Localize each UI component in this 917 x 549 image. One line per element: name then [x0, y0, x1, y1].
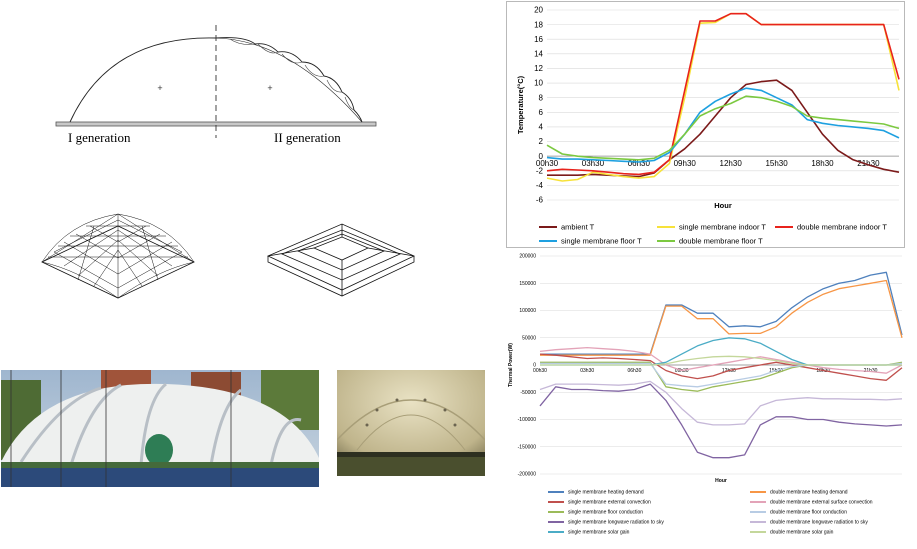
cable-arcs — [229, 38, 355, 111]
legend-label-single-membrane-longwave-radiation-to-sky: single membrane longwave radiation to sk… — [568, 520, 664, 526]
arch-generation-2-chord — [215, 37, 363, 123]
dome-layered-svg — [267, 223, 415, 297]
y-tick-label: 0 — [539, 152, 544, 161]
y-tick-label: 14 — [534, 50, 543, 59]
legend-label-double-membrane-indoor-t: double membrane indoor T — [797, 223, 887, 232]
legend-label-single-membrane-external-convection: single membrane external convection — [568, 500, 651, 506]
photo-dome-interior — [337, 370, 485, 476]
dome-wireframe-layered — [262, 212, 422, 302]
legend-label-double-membrane-floor-t: double membrane floor T — [679, 237, 763, 246]
x-tick-label: 09h30 — [674, 159, 697, 168]
series-line-double-membrane-heating-demand — [540, 279, 903, 356]
y-tick-label: 20 — [534, 6, 543, 15]
x-tick-label: 06h30 — [628, 159, 651, 168]
temperature-chart-frame: -6 -4 -2 0 2 4 6 8 10 12 14 16 18 20 00h30 03h30 06h30 09… — [506, 1, 905, 248]
y-tick-label: -4 — [536, 181, 544, 190]
y-tick-label: -200000 — [518, 472, 537, 478]
legend-label-single-membrane-floor-conduction: single membrane floor conduction — [568, 510, 643, 516]
series-line-double-membrane-solar-gain — [540, 355, 902, 366]
y-tick-label: 4 — [539, 123, 544, 132]
x-tick-label: 03h30 — [582, 159, 605, 168]
legend-label-single-membrane-solar-gain: single membrane solar gain — [568, 530, 630, 536]
y-tick-label: 50000 — [522, 335, 536, 341]
center-mark-right: + — [267, 83, 272, 93]
series-line-single-membrane-longwave-radiation-to-sky — [539, 383, 903, 459]
legend-label-double-membrane-floor-conduction: double membrane floor conduction — [770, 510, 847, 516]
x-tick-label: 12h30 — [720, 159, 743, 168]
x-tick-label: 18h30 — [811, 159, 834, 168]
y-tick-label: 200000 — [519, 254, 536, 260]
x-tick-label: 03h30 — [580, 368, 594, 374]
series-line-single-membrane-heating-demand — [540, 271, 903, 355]
legend-label-double-membrane-longwave-radiation-to-sky: double membrane longwave radiation to sk… — [770, 520, 868, 526]
y-tick-label: -2 — [536, 166, 544, 175]
series-line-double-membrane-longwave-radiation-to-sky — [539, 380, 903, 426]
y-tick-label: 100000 — [519, 308, 536, 314]
y-tick-label: 150000 — [519, 281, 536, 287]
power-chart-svg: -200000 -150000 -100000 -50000 0 50000 100000 1… — [508, 254, 903, 536]
x-tick-label: 06h30 — [627, 368, 641, 374]
temperature-chart-svg: -6 -4 -2 0 2 4 6 8 10 12 14 16 18 20 00h30 03h30 06h30 09… — [516, 6, 900, 246]
series-line-single-membrane-external-convection — [539, 353, 903, 381]
y-tick-label: -6 — [536, 196, 544, 205]
label-generation-2: II generation — [274, 130, 341, 145]
y-tick-label: -100000 — [518, 417, 537, 423]
series-line-double-membrane-floor-t — [546, 95, 900, 161]
x-tick-label: 21h30 — [857, 159, 880, 168]
series-line-single-membrane-floor-t — [546, 87, 900, 163]
y-tick-label: 0 — [533, 363, 536, 369]
legend-label-double-membrane-external-surface-convection: double membrane external surface convect… — [770, 500, 873, 506]
arch-generation-2 — [215, 37, 363, 123]
dome-section-svg: + + — [55, 25, 377, 138]
photo-dome-exterior-svg — [1, 370, 319, 487]
power-chart-frame: -200000 -150000 -100000 -50000 0 50000 100000 1… — [506, 252, 911, 544]
x-tick-label: 00h30 — [536, 159, 559, 168]
y-axis-label: Thermal Power(W) — [508, 343, 514, 387]
series-line-double-membrane-external-surface-convection — [539, 346, 903, 374]
legend-label-single-membrane-floor-t: single membrane floor T — [561, 237, 642, 246]
x-tick-label: 15h30 — [765, 159, 788, 168]
series-line-single-membrane-solar-gain — [540, 337, 902, 366]
y-tick-label: 18 — [534, 20, 543, 29]
legend-label-single-membrane-indoor-t: single membrane indoor T — [679, 223, 766, 232]
legend-label-double-membrane-solar-gain: double membrane solar gain — [770, 530, 834, 536]
photo-dome-exterior — [1, 370, 319, 487]
y-tick-label: -50000 — [520, 390, 536, 396]
dome-section-diagram: + + — [40, 20, 390, 150]
dome-lattice-svg — [41, 213, 195, 299]
arch-generation-1 — [69, 37, 217, 123]
legend-label-single-membrane-heating-demand: single membrane heating demand — [568, 490, 644, 496]
y-tick-label: 12 — [534, 64, 543, 73]
center-mark-left: + — [157, 83, 162, 93]
x-axis-label: Hour — [714, 201, 732, 210]
x-tick-label: 00h30 — [533, 368, 547, 374]
x-axis-label: Hour — [715, 478, 727, 484]
photo-dome-interior-svg — [337, 370, 485, 476]
legend-label-ambient-t: ambient T — [561, 223, 595, 232]
y-tick-label: -150000 — [518, 444, 537, 450]
label-generation-1: I generation — [68, 130, 131, 145]
series-line-single-membrane-floor-conduction — [540, 361, 903, 392]
dome-wireframe-lattice — [38, 200, 198, 310]
y-tick-label: 2 — [539, 137, 544, 146]
y-tick-label: 6 — [539, 108, 544, 117]
y-axis-label: Temperature(°C) — [516, 75, 525, 134]
y-tick-label: 16 — [534, 35, 543, 44]
series-line-double-membrane-indoor-t — [546, 12, 900, 176]
y-tick-label: 8 — [539, 93, 544, 102]
y-tick-label: 10 — [534, 79, 543, 88]
legend-label-double-membrane-heating-demand: double membrane heating demand — [770, 490, 848, 496]
